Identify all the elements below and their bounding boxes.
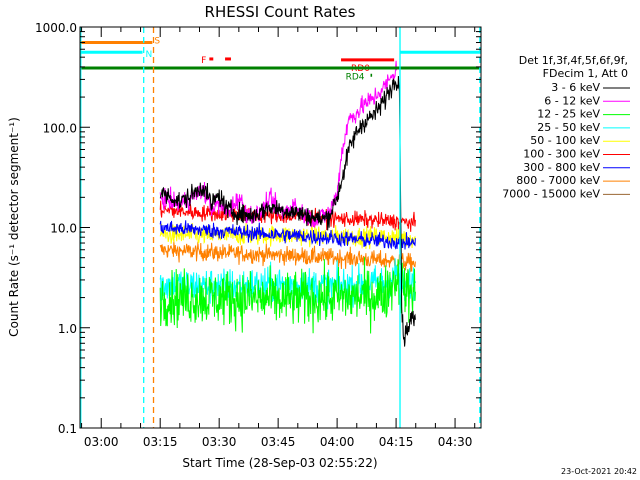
legend-label: 6 - 12 keV bbox=[544, 94, 600, 107]
legend-label: 100 - 300 keV bbox=[523, 148, 600, 161]
flag-label: S bbox=[154, 37, 160, 47]
series-line-100-300keV bbox=[159, 200, 416, 232]
series-line-3-6keV bbox=[159, 75, 416, 347]
flag-label: RD4 bbox=[346, 72, 365, 82]
y-tick-label: 100.0 bbox=[43, 121, 77, 135]
axis-layer: 0.1 1.0 10.0 100.0 1000.0 03:00 03:15 03:30 03:4… bbox=[35, 21, 481, 449]
x-axis-label: Start Time (28-Sep-03 02:55:22) bbox=[182, 456, 377, 470]
legend: Det 1f,3f,4f,5f,6f,9f, FDecim 1, Att 0 3… bbox=[502, 54, 630, 200]
x-tick-label: 04:00 bbox=[320, 435, 355, 449]
x-tick-label: 03:00 bbox=[84, 435, 119, 449]
legend-label: 12 - 25 keV bbox=[537, 108, 600, 121]
legend-label: 7000 - 15000 keV bbox=[502, 187, 600, 200]
series-line-12-25keV bbox=[159, 257, 416, 334]
legend-label: 25 - 50 keV bbox=[537, 121, 600, 134]
y-tick-label: 1000.0 bbox=[35, 21, 77, 35]
x-tick-label: 03:30 bbox=[202, 435, 237, 449]
x-tick-label: 03:15 bbox=[143, 435, 178, 449]
plot-area: SNFRD0RD4 0.11.010.0100.01000.003:0003:1… bbox=[35, 21, 482, 449]
series-line-50-100keV bbox=[159, 222, 416, 250]
series-line-800-7000keV bbox=[159, 240, 416, 272]
chart-title: RHESSI Count Rates bbox=[205, 3, 356, 21]
y-tick-label: 0.1 bbox=[58, 422, 77, 436]
y-tick-label: 1.0 bbox=[58, 322, 77, 336]
legend-header-line-2: FDecim 1, Att 0 bbox=[543, 67, 628, 80]
legend-header-line-1: Det 1f,3f,4f,5f,6f,9f, bbox=[519, 54, 628, 67]
flag-layer: SNFRD0RD4 bbox=[80, 37, 481, 82]
legend-label: 800 - 7000 keV bbox=[516, 174, 600, 187]
legend-label: 50 - 100 keV bbox=[530, 134, 600, 147]
flag-label: F bbox=[201, 56, 206, 66]
y-axis-label: Count Rate (s⁻¹ detector segment⁻¹) bbox=[7, 117, 21, 337]
series-line-300-800keV bbox=[159, 220, 416, 250]
x-tick-label: 04:30 bbox=[438, 435, 473, 449]
legend-label: 3 - 6 keV bbox=[551, 81, 600, 94]
legend-label: 300 - 800 keV bbox=[523, 161, 600, 174]
x-tick-label: 03:45 bbox=[261, 435, 296, 449]
flag-label: N bbox=[146, 50, 153, 60]
series-layer bbox=[159, 60, 416, 347]
x-tick-label: 04:15 bbox=[379, 435, 414, 449]
footer-date: 23-Oct-2021 20:42 bbox=[561, 467, 637, 476]
y-tick-label: 10.0 bbox=[50, 222, 77, 236]
